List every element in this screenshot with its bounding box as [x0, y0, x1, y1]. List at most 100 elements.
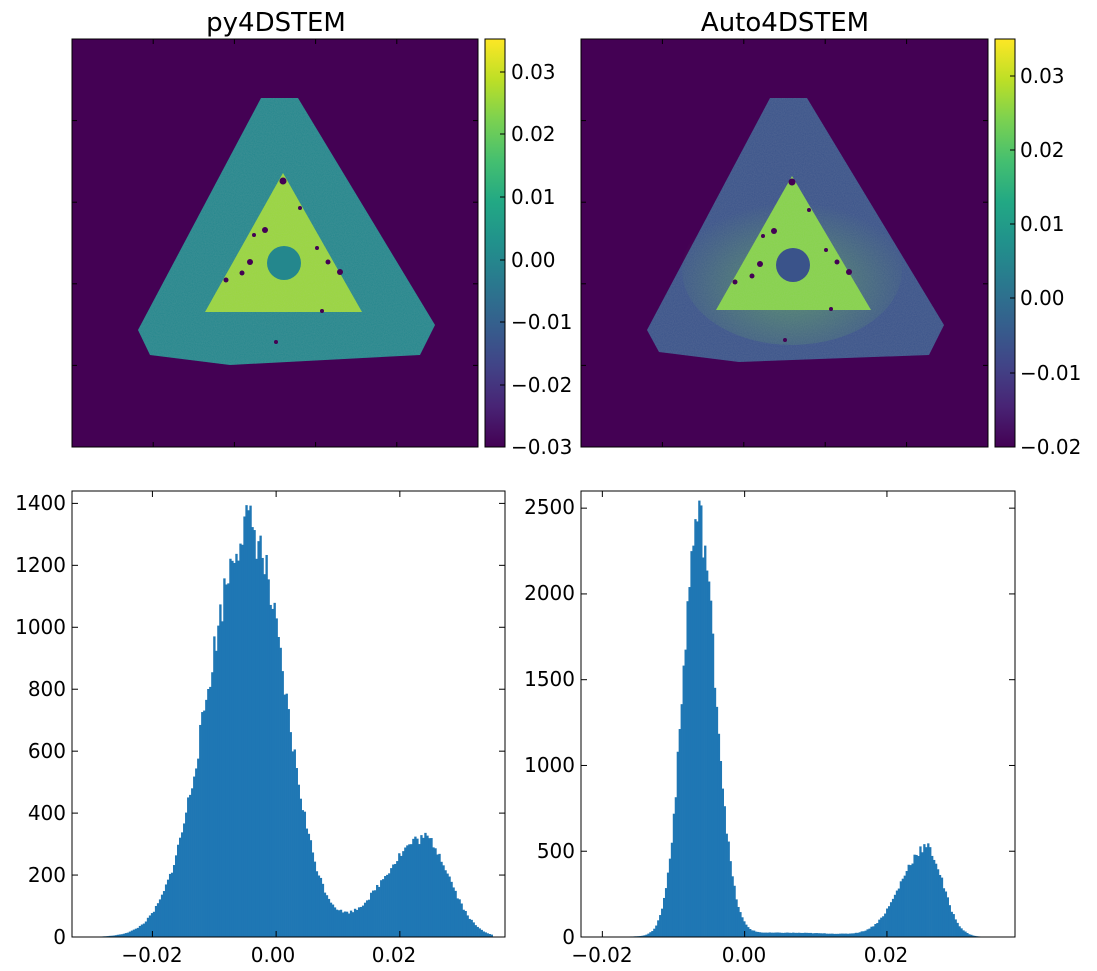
histogram-bar: [725, 833, 728, 937]
histogram-bar: [315, 871, 319, 937]
histogram-bar: [450, 881, 453, 937]
histogram-bar: [355, 909, 359, 937]
histogram-bar: [480, 929, 483, 937]
histogram-bar: [882, 916, 885, 937]
histogram-bar: [874, 924, 877, 937]
histogram-bar: [211, 672, 214, 937]
histogram-bar: [436, 854, 439, 937]
histogram-bar: [130, 930, 134, 937]
histogram-bar: [809, 932, 813, 937]
x-tick-label: −0.02: [121, 943, 182, 967]
histogram-bar: [936, 869, 940, 937]
histogram-bar: [958, 926, 961, 937]
histogram-bar: [277, 636, 280, 937]
histogram-bar: [331, 904, 335, 937]
histogram-bar: [901, 878, 905, 937]
histogram-bar: [694, 519, 697, 937]
histogram-bar: [376, 884, 379, 937]
histogram-bar: [263, 574, 266, 937]
histogram-bar: [643, 935, 646, 937]
histogram-bar: [253, 530, 256, 937]
histogram-bar: [183, 823, 186, 937]
histogram-bar: [152, 911, 156, 937]
histogram-bar: [251, 527, 254, 937]
histogram-bar: [659, 915, 662, 937]
histogram-bar: [484, 932, 487, 937]
histogram-bar: [934, 863, 938, 937]
histogram-bar: [700, 505, 703, 937]
histogram-bar: [197, 758, 200, 937]
histogram-bar: [662, 897, 666, 937]
histogram-bar: [462, 909, 465, 937]
histogram-bar: [150, 913, 154, 937]
histogram-bar: [872, 926, 875, 937]
histogram-bar: [741, 917, 744, 937]
histogram-bar: [406, 845, 409, 937]
histogram-bar: [341, 912, 345, 937]
histogram-bar: [895, 890, 899, 937]
histogram-bar: [798, 932, 801, 937]
colorbar-tick-label: −0.02: [1020, 435, 1081, 459]
histogram-bar: [702, 557, 705, 937]
histogram-bar: [954, 919, 957, 937]
histogram-bar: [295, 768, 298, 937]
histogram-bar: [778, 932, 781, 937]
histogram-bar: [420, 835, 423, 937]
colorbar-tick-label: 0.03: [1020, 64, 1065, 88]
histogram-bar: [309, 840, 313, 937]
x-tick-label: 0.02: [372, 943, 417, 967]
histogram-bar: [273, 602, 276, 937]
plot-frame: [71, 490, 506, 938]
histogram-bar: [369, 892, 373, 937]
y-tick-label: 1000: [524, 753, 575, 777]
histogram-bar: [402, 851, 405, 937]
histogram-bar: [357, 907, 361, 937]
histogram-bar: [684, 649, 687, 937]
x-tick-label: 0.00: [251, 943, 296, 967]
histogram-bar: [639, 935, 642, 937]
histogram-bar: [819, 933, 822, 937]
histogram-bar: [378, 886, 381, 937]
histogram-bar: [913, 854, 916, 937]
histogram-bar: [168, 873, 172, 937]
image-ticks: [581, 39, 988, 447]
histogram-bar: [321, 883, 325, 937]
histogram-bar: [466, 915, 469, 937]
histogram-bar: [195, 768, 198, 937]
center-hole: [267, 246, 301, 280]
histogram-bar: [478, 928, 481, 937]
histogram-bar: [889, 902, 893, 937]
histogram-bar: [938, 874, 942, 937]
histogram-bar: [384, 876, 387, 937]
histogram-bar: [255, 558, 258, 937]
histogram-bar: [323, 892, 327, 937]
colorbar-py4dstem: [484, 38, 506, 448]
histogram-bar: [442, 865, 445, 937]
panel-py4dstem-histogram: −0.02 0.00 0.02 0 200 400 600 800 1000 1…: [15, 490, 506, 967]
histogram-bar: [897, 888, 901, 937]
histogram-bar: [482, 931, 485, 937]
histogram-bar: [460, 903, 463, 937]
colorbar-tick-label: −0.01: [1020, 361, 1081, 385]
histogram-bar: [888, 906, 891, 937]
axis-ticks: [581, 491, 1015, 938]
panel-auto4dstem-image: Auto4DSTEM 0.03 0.02 0.01 0.00 −0.01: [580, 8, 1081, 459]
histogram-bar: [772, 932, 775, 937]
histogram-bar: [353, 908, 357, 937]
y-tick-label: 600: [28, 739, 66, 763]
histogram-bar: [390, 868, 393, 937]
y-tick-label: 1000: [15, 615, 66, 639]
histogram-bar: [359, 906, 363, 937]
histogram-bar: [852, 933, 856, 937]
histogram-bar: [267, 579, 270, 937]
histogram-bar: [444, 870, 447, 937]
histogram-bar: [422, 837, 425, 937]
y-tick-label: 1400: [15, 491, 66, 515]
histogram-bar: [311, 852, 315, 937]
histogram-bar: [827, 933, 830, 937]
histogram-bar: [458, 899, 461, 937]
histogram-bar: [964, 931, 967, 937]
histogram-bar: [388, 873, 391, 937]
image-frame: [580, 38, 989, 448]
histogram-bar: [398, 853, 401, 937]
